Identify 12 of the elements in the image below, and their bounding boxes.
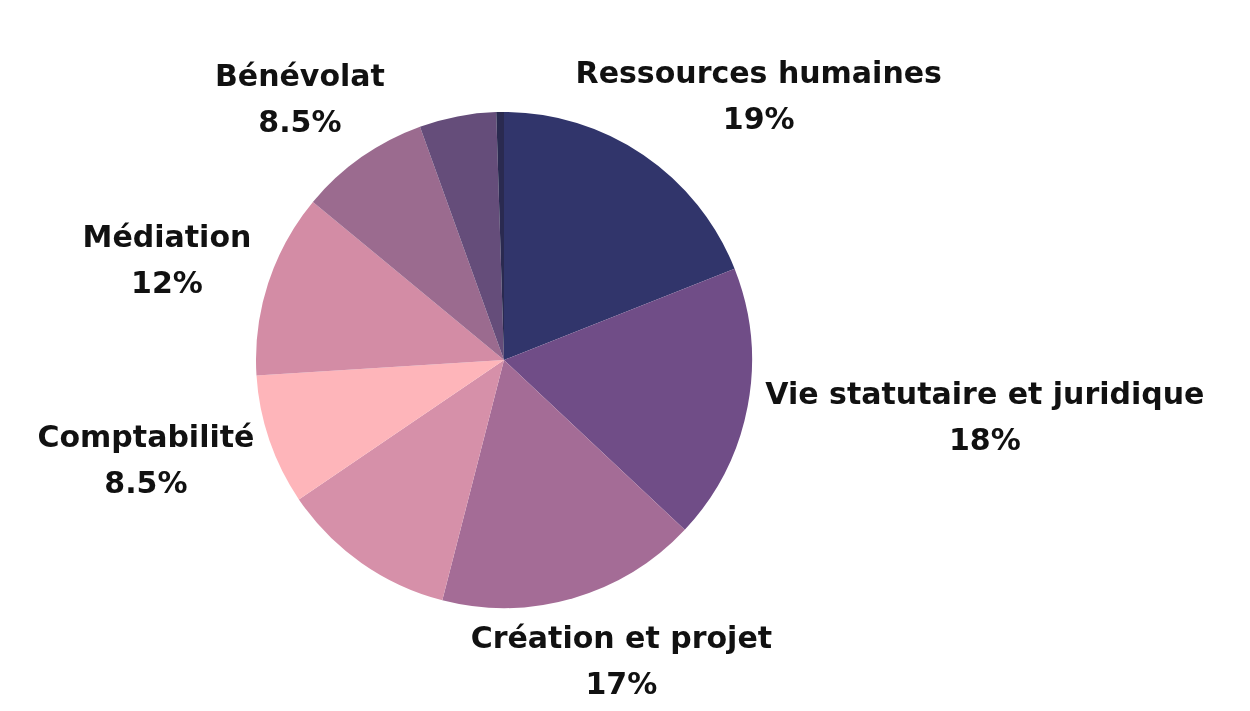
slice-label: Création et projet [470,620,773,656]
data-label: 18% [948,422,1021,458]
slice-label: Bénévolat [214,58,385,94]
data-label: 17% [585,666,658,702]
slice-label: Ressources humaines [575,55,942,91]
slice-label: Médiation [82,219,252,255]
slice-label: Vie statutaire et juridique [765,376,1205,412]
data-label: 8.5% [104,465,188,501]
data-label: 8.5% [258,104,342,140]
slice-label: Comptabilité [37,419,255,455]
data-label: 12% [131,265,203,301]
data-label: 19% [722,101,795,137]
